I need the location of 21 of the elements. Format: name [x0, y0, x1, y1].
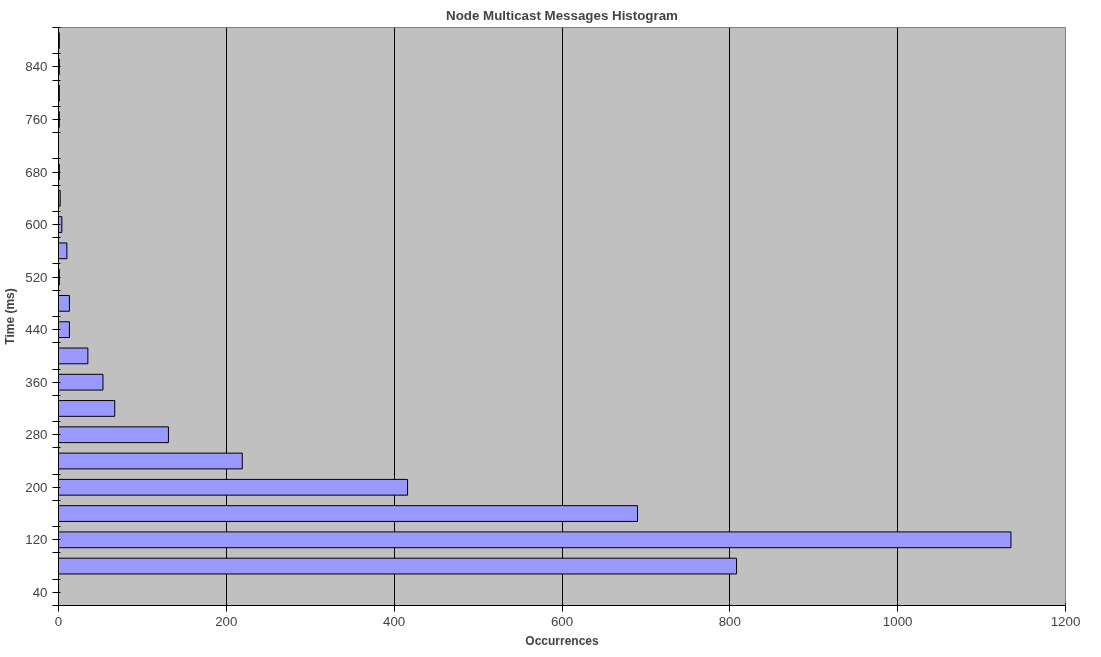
y-tick-label: 520: [25, 269, 48, 285]
x-axis-title: Occurrences: [525, 633, 600, 648]
y-tick-label: 120: [25, 532, 48, 548]
y-tick-label: 840: [25, 59, 48, 75]
y-tick-label: 200: [25, 479, 48, 495]
x-tick-label: 400: [383, 613, 406, 629]
y-tick-label: 440: [25, 322, 48, 338]
x-tick-label: 1000: [882, 613, 913, 629]
y-tick-label: 600: [25, 217, 48, 233]
y-tick-label: 760: [25, 111, 48, 127]
chart-title: Node Multicast Messages Histogram: [446, 7, 679, 23]
y-axis-title: Time (ms): [3, 288, 18, 345]
x-tick-label: 600: [550, 613, 574, 629]
y-tick-label: 680: [25, 164, 48, 180]
y-tick-label: 360: [25, 374, 48, 390]
x-tick-label: 800: [718, 613, 741, 629]
y-tick-label: 280: [25, 427, 48, 443]
x-tick-label: 200: [215, 613, 238, 629]
x-tick-label: 0: [54, 613, 63, 629]
y-tick-label: 40: [32, 584, 48, 600]
x-tick-label: 1200: [1050, 613, 1081, 629]
